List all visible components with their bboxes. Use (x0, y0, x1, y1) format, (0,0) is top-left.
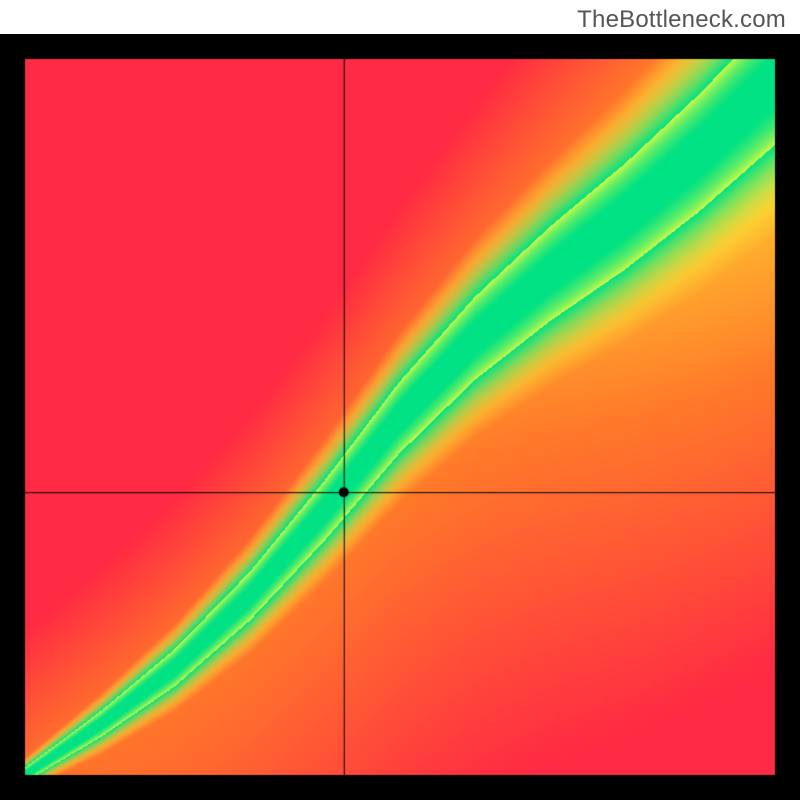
heatmap-canvas (0, 34, 800, 800)
watermark-text: TheBottleneck.com (577, 6, 786, 34)
chart-area (0, 34, 800, 800)
